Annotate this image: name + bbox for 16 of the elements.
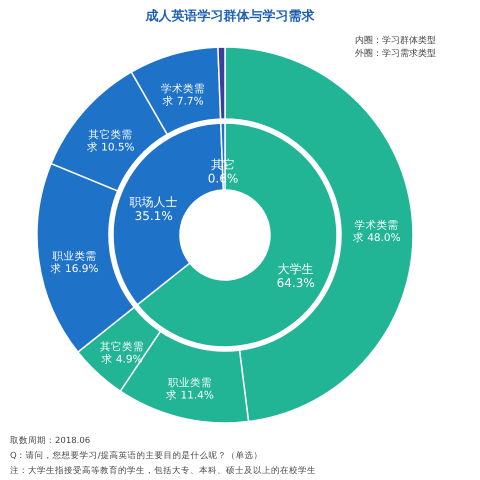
- text: 内圈：学习群体类型: [355, 35, 436, 46]
- data-label: 35.1%: [134, 209, 173, 224]
- slice-label: 职业类需求 11.4%: [166, 376, 214, 402]
- text: 注：大学生指接受高等教育的学生，包括大专、本科、硕士及以上的在校学生: [10, 465, 316, 476]
- slice-label: 学术类需求 7.7%: [161, 82, 206, 108]
- slice-label: 学术类需求 48.0%: [352, 218, 401, 244]
- slice-label: 大学生: [278, 262, 314, 276]
- text: 取数周期：2018.06: [10, 435, 90, 446]
- slice-label: 其它类需求 4.9%: [100, 340, 144, 366]
- slice-label: 职业类需求 16.9%: [50, 249, 98, 275]
- chart-title: 成人英语学习群体与学习需求: [144, 8, 316, 24]
- text: 外圈：学习需求类型: [355, 48, 436, 59]
- text: Q：请问，您想要学习/提高英语的主要目的是什么呢？（单选）: [10, 450, 263, 461]
- slice-label: 职场人士: [130, 195, 178, 210]
- data-label: 64.3%: [276, 276, 315, 290]
- slice-label: 其它类需求 10.5%: [86, 128, 135, 154]
